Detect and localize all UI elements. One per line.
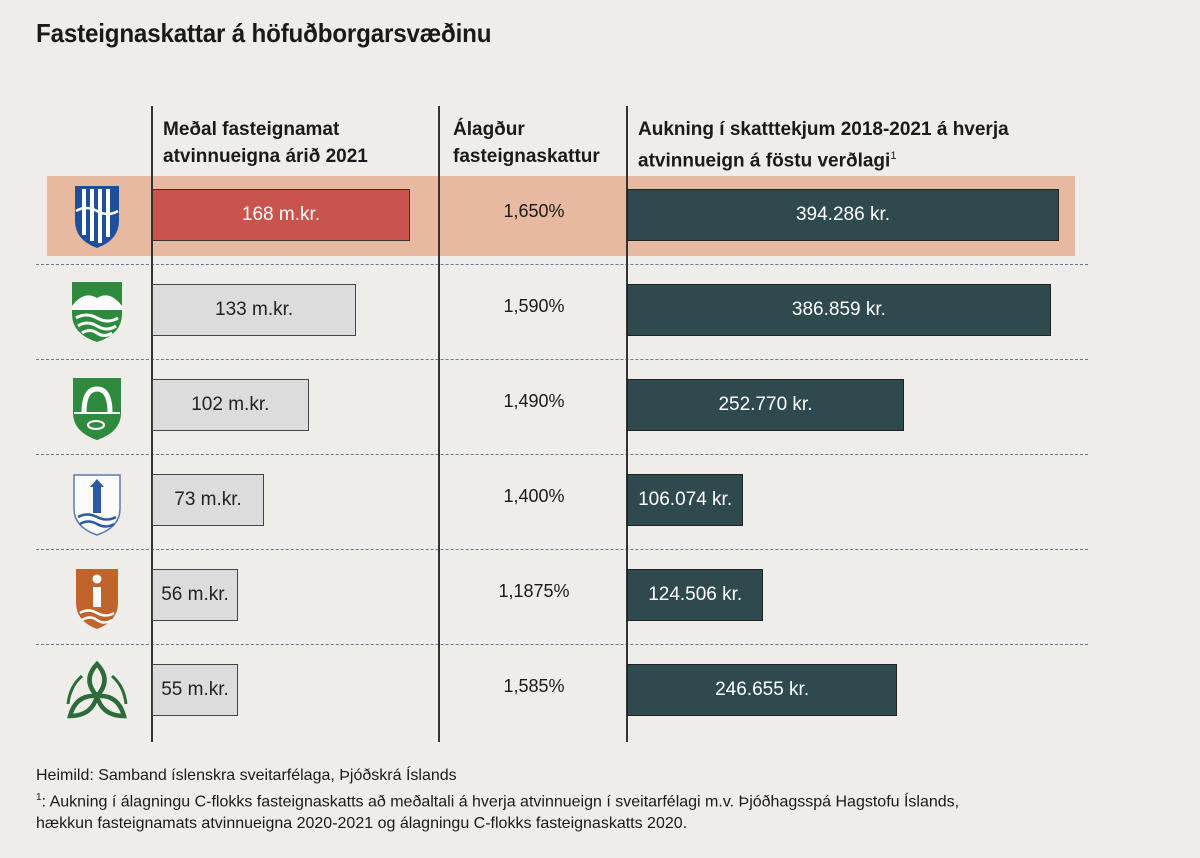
- footnote-marker: 1: [36, 792, 42, 803]
- mosfellsbaer-crest-icon: [66, 660, 128, 719]
- row-separator: [36, 644, 1088, 645]
- chart-title: Fasteignaskattar á höfuðborgarsvæðinu: [36, 18, 492, 48]
- column-divider: [151, 106, 153, 742]
- tax-rate-label: 1,585%: [503, 676, 565, 696]
- row-separator: [36, 549, 1088, 550]
- increase-bar: 386.859 kr.: [627, 284, 1051, 336]
- footnote-ref: 1: [890, 150, 897, 162]
- valuation-bar: 73 m.kr.: [152, 474, 265, 526]
- valuation-bar: 55 m.kr.: [152, 664, 238, 716]
- row-separator: [36, 359, 1088, 360]
- column-divider: [438, 106, 440, 742]
- row-separator: [36, 264, 1088, 265]
- valuation-label: 102 m.kr.: [191, 394, 270, 415]
- row-separator: [36, 454, 1088, 455]
- valuation-label: 73 m.kr.: [174, 489, 242, 510]
- tax-rate-label: 1,590%: [503, 296, 565, 316]
- footer: Heimild: Samband íslenskra sveitarfélaga…: [36, 765, 959, 835]
- kopavogur-crest-icon: [72, 282, 122, 342]
- seltjarnarnes-crest-icon: [76, 569, 118, 629]
- header-increase-line2: atvinnueign á föstu verðlagi1: [638, 143, 1009, 174]
- increase-bar: 246.655 kr.: [627, 664, 898, 716]
- increase-bar: 394.286 kr.: [627, 189, 1059, 241]
- valuation-label: 55 m.kr.: [161, 679, 229, 700]
- increase-label: 394.286 kr.: [795, 204, 891, 225]
- source-note: Heimild: Samband íslenskra sveitarfélaga…: [36, 767, 457, 784]
- gardabaer-crest-icon: [73, 474, 121, 536]
- reykjavik-crest-icon: [75, 186, 119, 249]
- header-tax-rate: Álagður fasteignaskattur: [453, 116, 600, 170]
- tax-rate-label: 1,400%: [503, 486, 565, 506]
- increase-bar: 124.506 kr.: [627, 569, 764, 621]
- footnote-line2: hækkun fasteignamats atvinnueigna 2020-2…: [36, 815, 688, 833]
- valuation-bar: 133 m.kr.: [152, 284, 357, 336]
- valuation-label: 56 m.kr.: [161, 584, 229, 605]
- increase-bar: 252.770 kr.: [627, 379, 904, 431]
- header-valuation: Meðal fasteignamat atvinnueigna árið 202…: [163, 116, 368, 170]
- tax-rate-label: 1,1875%: [498, 581, 570, 601]
- valuation-bar: 56 m.kr.: [152, 569, 238, 621]
- increase-label: 124.506 kr.: [648, 584, 743, 605]
- column-divider: [626, 106, 628, 742]
- header-tax-rate-line1: Álagður: [453, 119, 525, 140]
- header-increase: Aukning í skatttekjum 2018-2021 á hverja…: [638, 116, 1009, 174]
- tax-rate-label: 1,650%: [503, 201, 565, 221]
- increase-bar: 106.074 kr.: [627, 474, 744, 526]
- valuation-bar: 168 m.kr.: [152, 189, 410, 241]
- increase-label: 252.770 kr.: [718, 394, 813, 415]
- hafnarfjordur-crest-icon: [73, 378, 121, 441]
- footnote: 1: Aukning í álagningu C-flokks fasteign…: [36, 787, 959, 813]
- tax-rate-label: 1,490%: [503, 391, 565, 411]
- valuation-label: 168 m.kr.: [241, 204, 321, 225]
- increase-label: 106.074 kr.: [638, 489, 733, 510]
- header-valuation-line2: atvinnueigna árið 2021: [163, 146, 368, 167]
- increase-label: 386.859 kr.: [791, 299, 886, 320]
- header-tax-rate-line2: fasteignaskattur: [453, 146, 600, 167]
- footnote-line1: : Aukning í álagningu C-flokks fasteigna…: [41, 793, 960, 811]
- header-increase-line1: Aukning í skatttekjum 2018-2021 á hverja: [638, 119, 1009, 140]
- increase-label: 246.655 kr.: [715, 679, 810, 700]
- valuation-bar: 102 m.kr.: [152, 379, 309, 431]
- header-valuation-line1: Meðal fasteignamat: [163, 119, 340, 140]
- valuation-label: 133 m.kr.: [215, 299, 294, 320]
- header-increase-text: atvinnueign á föstu verðlagi: [638, 150, 891, 172]
